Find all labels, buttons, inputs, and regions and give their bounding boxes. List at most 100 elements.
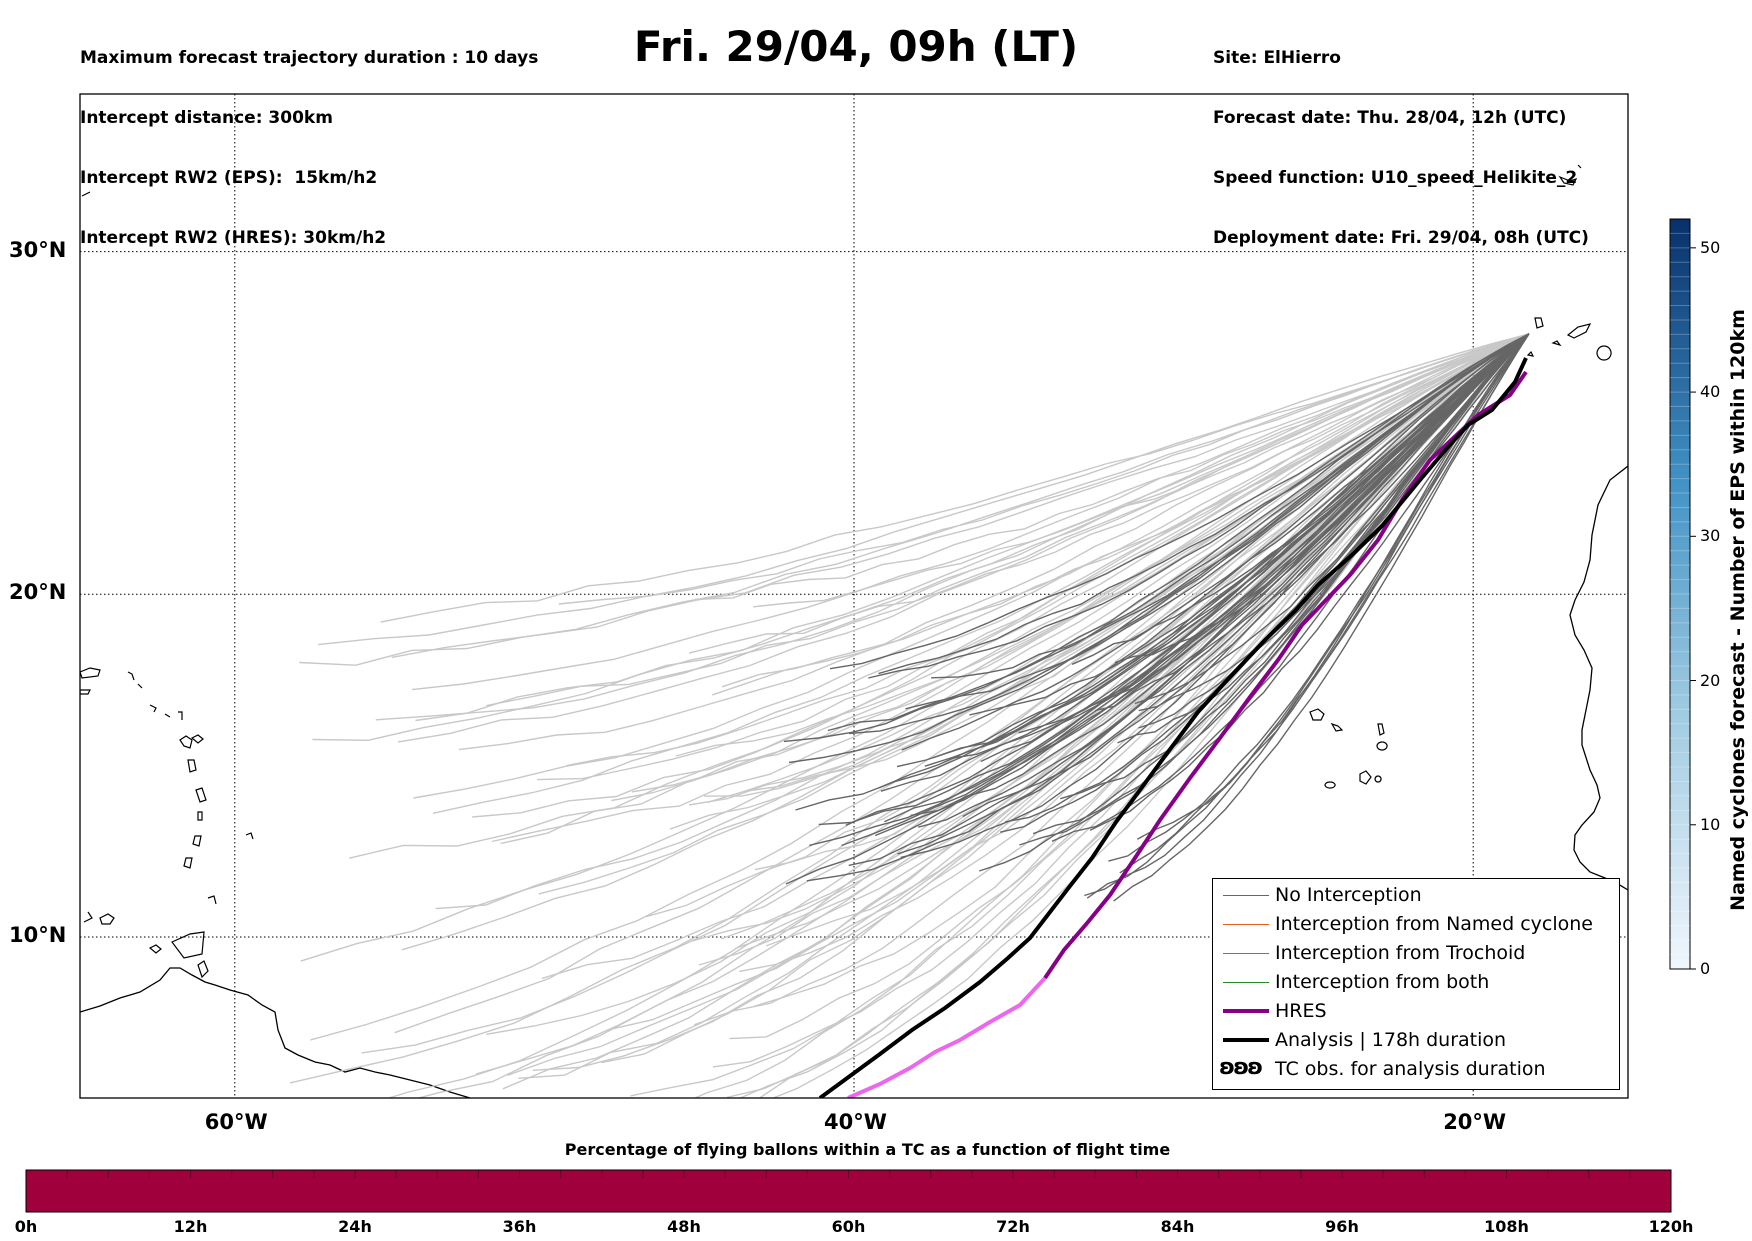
colorbar-bottom-tick-label: 48h — [667, 1217, 701, 1236]
legend-label: Analysis | 178h duration — [1275, 1029, 1507, 1051]
colorbar-right-tick-label: 10 — [1700, 814, 1721, 834]
colorbar-right-tick-label: 30 — [1700, 526, 1721, 546]
trajectory-faded — [694, 333, 1530, 601]
lon-label: 60°W — [204, 1110, 268, 1134]
legend-swatch — [1223, 1009, 1269, 1013]
trajectory-no-interception — [785, 333, 1530, 885]
coastlines — [80, 164, 1628, 1098]
legend-label: Interception from Trochoid — [1275, 942, 1526, 964]
legend-swatch — [1223, 982, 1269, 983]
colorbar-bottom-tick-label: 84h — [1160, 1217, 1195, 1236]
analysis-track — [818, 357, 1528, 1098]
info-line-forecast-date: Forecast date: Thu. 28/04, 12h (UTC) — [1213, 108, 1567, 128]
trajectory-no-interception — [818, 333, 1530, 826]
trajectory-no-interception — [896, 333, 1530, 768]
colorbar-bottom-title: Percentage of flying ballons within a TC… — [564, 1140, 1171, 1159]
trajectory-no-interception — [806, 333, 1530, 882]
colorbar-bottom-tick-label: 96h — [1325, 1217, 1359, 1236]
info-line-site: Site: ElHierro — [1213, 48, 1341, 68]
trajectory-no-interception — [795, 333, 1530, 811]
legend-swatch — [1223, 1038, 1269, 1042]
legend-label: No Interception — [1275, 884, 1422, 906]
trajectory-no-interception — [905, 333, 1530, 710]
trajectory-faded — [669, 333, 1530, 830]
lon-label: 40°W — [824, 1110, 887, 1134]
trajectory-no-interception — [874, 333, 1530, 837]
colorbar-bottom-tick-label: 120h — [1648, 1217, 1694, 1236]
trajectory-faded — [361, 333, 1530, 1054]
info-line-rw2-eps: Intercept RW2 (EPS): 15km/h2 — [80, 168, 378, 188]
colorbar-right — [1669, 218, 1691, 970]
trajectory-no-interception — [897, 333, 1530, 855]
trajectory-faded — [729, 333, 1530, 1040]
trajectory-faded — [486, 333, 1530, 707]
info-line-speed-function: Speed function: U10_speed_Helikite_2 — [1213, 168, 1578, 188]
colorbar-bottom-ticks — [66, 1170, 1631, 1178]
legend-swatch — [1223, 924, 1269, 925]
legend-swatch — [1223, 895, 1269, 896]
trajectories-no-interception — [783, 333, 1530, 902]
legend-item-no-interception: No Interception — [1213, 881, 1619, 910]
trajectory-faded — [712, 333, 1530, 696]
trajectory-faded — [566, 333, 1530, 767]
trajectory-no-interception — [978, 333, 1530, 872]
legend-label: HRES — [1275, 1000, 1327, 1022]
legend-swatch — [1223, 953, 1269, 954]
trajectory-no-interception — [1108, 333, 1530, 862]
trajectory-no-interception — [924, 333, 1530, 767]
colorbar-right-tick-label: 50 — [1700, 237, 1721, 257]
trajectory-faded — [486, 333, 1530, 1035]
trajectory-faded — [537, 333, 1530, 781]
trajectory-faded — [318, 333, 1530, 646]
hres-track-light — [847, 976, 1047, 1098]
trajectory-faded — [397, 333, 1530, 743]
colorbar-right-tick-label: 40 — [1700, 382, 1721, 402]
legend-label: Interception from Named cyclone — [1275, 913, 1593, 935]
colorbar-right-ticks — [1670, 232, 1696, 970]
trajectory-no-interception — [783, 333, 1530, 743]
legend-item-named-cyclone: Interception from Named cyclone — [1213, 910, 1619, 939]
colorbar-bottom-tick-label: 36h — [502, 1217, 537, 1236]
colorbar-bottom-tick-label: 12h — [173, 1217, 208, 1236]
colorbar-right-tick-label: 0 — [1700, 959, 1711, 978]
trajectory-faded — [375, 333, 1530, 721]
trajectory-no-interception — [868, 333, 1530, 679]
trajectory-no-interception — [884, 333, 1530, 823]
header-info-left: Maximum forecast trajectory duration : 1… — [80, 8, 538, 268]
colorbar-bottom-tick-label: 24h — [338, 1217, 372, 1236]
legend-item-tc-obs: ʚʚʚ TC obs. for analysis duration — [1213, 1055, 1619, 1084]
trajectory-faded — [631, 333, 1530, 793]
legend-label: TC obs. for analysis duration — [1275, 1058, 1546, 1080]
colorbar-bottom-tick-label: 108h — [1484, 1217, 1529, 1236]
lon-label: 20°W — [1443, 1110, 1507, 1134]
legend: No Interception Interception from Named … — [1212, 878, 1620, 1090]
lat-label: 20°N — [9, 580, 67, 605]
lat-label: 10°N — [9, 922, 67, 947]
trajectory-no-interception — [827, 333, 1530, 732]
colorbar-bottom-tick-label: 72h — [996, 1217, 1030, 1236]
trajectory-no-interception — [1089, 333, 1530, 831]
info-line-duration: Maximum forecast trajectory duration : 1… — [80, 48, 539, 68]
trajectory-faded — [416, 333, 1530, 1098]
colorbar-bottom — [25, 1169, 1672, 1213]
colorbar-bottom-tick-label: 0h — [14, 1217, 38, 1236]
hres-analysis-tracks — [818, 357, 1528, 1098]
colorbar-bottom-tick-label: 60h — [831, 1217, 866, 1236]
header-info-right: Site: ElHierro Forecast date: Thu. 28/04… — [1213, 8, 1589, 268]
legend-item-analysis: Analysis | 178h duration — [1213, 1026, 1619, 1055]
colorbar-right-label: Named cyclones forecast - Number of EPS … — [1727, 309, 1749, 911]
trajectory-no-interception — [1051, 333, 1530, 842]
trajectory-no-interception — [1095, 333, 1530, 712]
trajectory-no-interception — [950, 333, 1530, 760]
legend-item-hres: HRES — [1213, 997, 1619, 1026]
lat-label: 30°N — [9, 237, 67, 262]
trajectory-faded — [391, 333, 1530, 659]
page-title: Fri. 29/04, 09h (LT) — [633, 22, 1079, 71]
colorbar-right-tick-label: 20 — [1700, 670, 1721, 690]
trajectory-faded — [507, 333, 1530, 1076]
trajectory-faded — [458, 333, 1530, 751]
legend-label: Interception from both — [1275, 971, 1490, 993]
trajectory-no-interception — [1113, 333, 1530, 902]
tc-symbol-icon: ʚʚʚ — [1219, 1055, 1263, 1080]
